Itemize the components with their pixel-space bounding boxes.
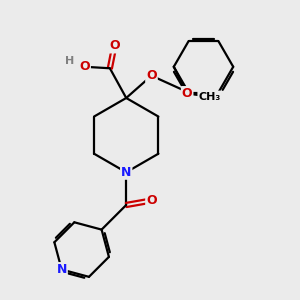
Text: O: O <box>146 194 157 207</box>
Text: N: N <box>56 263 67 276</box>
Text: CH₃: CH₃ <box>198 92 220 101</box>
Text: O: O <box>109 40 120 52</box>
Text: N: N <box>121 166 131 179</box>
Text: O: O <box>182 87 193 100</box>
Text: H: H <box>65 56 74 66</box>
Text: O: O <box>79 60 90 73</box>
Text: O: O <box>146 69 157 82</box>
